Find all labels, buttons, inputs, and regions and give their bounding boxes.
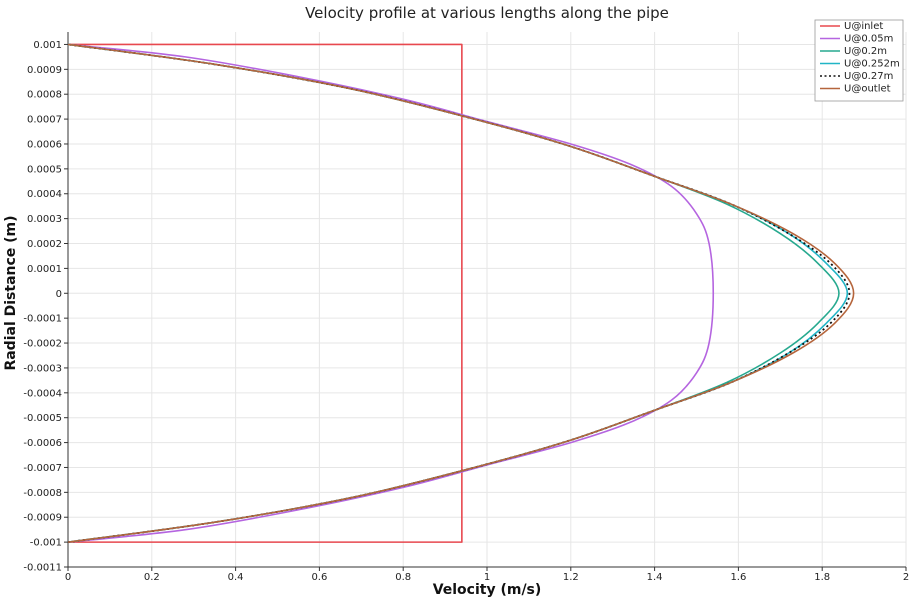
axes-layer: 0 0.2 0.4 0.6 0.8 1 1.2 1.4 1.6 1.8 2 0.001 0.0009 0.…	[23, 32, 909, 583]
y-tick-label: -0.0001	[23, 314, 62, 325]
y-tick-label: 0	[56, 289, 62, 300]
x-axis-label: Velocity (m/s)	[433, 582, 542, 598]
y-tick-label: 0.0002	[27, 239, 62, 250]
y-tick-label: 0.0009	[27, 65, 62, 76]
y-tick-label: -0.0007	[23, 463, 62, 474]
y-tick-label: -0.0006	[23, 438, 62, 449]
legend-box	[814, 19, 904, 102]
y-tick-label: -0.0003	[23, 363, 62, 374]
y-tick-label: 0.0005	[27, 164, 62, 175]
x-tick-label: 1	[484, 572, 490, 583]
y-tick-label: -0.001	[30, 538, 62, 549]
x-tick-label: 2	[903, 572, 909, 583]
x-tick-label: 0.8	[395, 572, 411, 583]
x-tick-label: 0.2	[144, 572, 160, 583]
y-tick-label: 0.001	[33, 40, 62, 51]
legend-entry-label: U@0.27m	[844, 71, 893, 82]
x-tick-label: 0.6	[311, 572, 327, 583]
y-tick-label: -0.0005	[23, 413, 62, 424]
x-tick-label: 1.4	[647, 572, 663, 583]
x-tick-label: 1.2	[563, 572, 579, 583]
legend-entry-label: U@outlet	[844, 84, 891, 95]
y-tick-label: -0.0004	[23, 388, 62, 399]
x-tick-label: 0	[65, 572, 71, 583]
y-tick-label: 0.0003	[27, 214, 62, 225]
series-line-u-outlet	[67, 43, 855, 543]
y-tick-label: 0.0008	[27, 90, 62, 101]
y-tick-label: 0.0007	[27, 115, 62, 126]
y-tick-label: 0.0006	[27, 139, 62, 150]
y-tick-label: -0.0009	[23, 513, 62, 524]
legend-entry-label: U@0.252m	[844, 59, 900, 70]
y-tick-label: -0.0008	[23, 488, 62, 499]
y-tick-label: 0.0001	[27, 264, 62, 275]
series-line-u-0-05m	[67, 43, 715, 543]
y-axis-label: Radial Distance (m)	[3, 215, 19, 370]
series-line-u-inlet	[68, 43, 463, 543]
x-tick-label: 1.8	[814, 572, 830, 583]
series-layer	[67, 43, 855, 544]
y-tick-label: -0.0002	[23, 339, 62, 350]
y-tick-label: 0.0004	[27, 189, 62, 200]
x-tick-label: 0.4	[228, 572, 244, 583]
y-tick-label: -0.0011	[23, 563, 62, 574]
chart-title: Velocity profile at various lengths alon…	[305, 4, 669, 22]
legend-entry-label: U@0.05m	[844, 34, 893, 45]
grid-layer	[67, 32, 907, 568]
legend-entry-label: U@inlet	[844, 21, 883, 32]
x-tick-label: 1.6	[730, 572, 746, 583]
legend-entry-label: U@0.2m	[844, 46, 887, 57]
